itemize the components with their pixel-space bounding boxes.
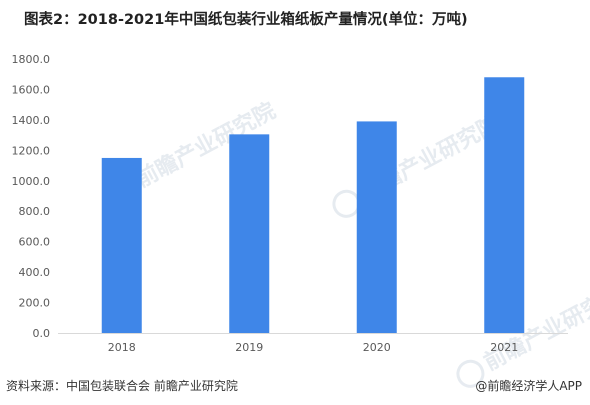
y-axis: 0.0 200.0 400.0 600.0 800.0 1000.0 1200.0 1400.… [12, 53, 51, 340]
y-tick-label: 600.0 [19, 236, 51, 249]
bar-2021 [484, 77, 525, 334]
y-tick-label: 1000.0 [12, 175, 51, 188]
x-tick-label: 2019 [235, 341, 263, 354]
bar-series [101, 77, 525, 334]
y-tick-label: 1200.0 [12, 144, 51, 157]
y-tick-label: 400.0 [19, 266, 51, 279]
source-note: 资料来源：中国包装联合会 前瞻产业研究院 [6, 379, 238, 393]
y-tick-label: 800.0 [19, 205, 51, 218]
x-tick-label: 2018 [108, 341, 136, 354]
y-tick-label: 200.0 [19, 297, 51, 310]
y-tick-label: 1800.0 [12, 53, 51, 66]
brand-credit: @前瞻经济学人APP [475, 379, 582, 393]
y-tick-label: 1400.0 [12, 114, 51, 127]
bar-2020 [356, 121, 397, 334]
y-tick-label: 0.0 [33, 327, 51, 340]
chart-title: 图表2：2018-2021年中国纸包装行业箱纸板产量情况(单位：万吨) [24, 12, 468, 28]
bar-2019 [229, 134, 270, 333]
y-tick-label: 1600.0 [12, 83, 51, 96]
bar-2018 [101, 157, 142, 333]
x-tick-label: 2021 [490, 341, 518, 354]
x-tick-label: 2020 [363, 341, 391, 354]
x-axis: 2018 2019 2020 2021 [108, 341, 519, 354]
bar-chart: 0.0 200.0 400.0 600.0 800.0 1000.0 1200.0 1400.… [12, 53, 568, 354]
